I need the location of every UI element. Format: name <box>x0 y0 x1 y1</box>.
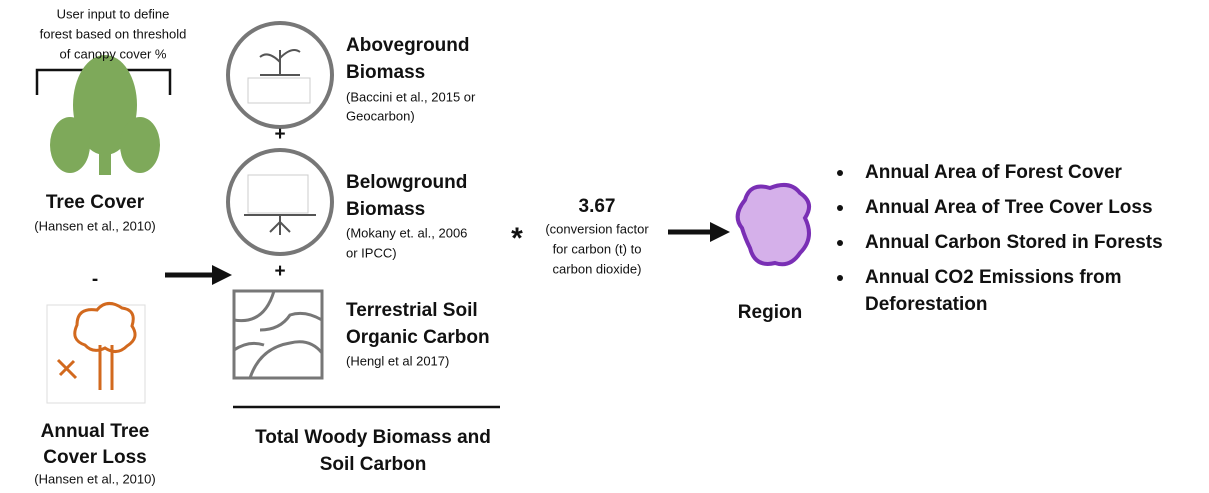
label: Aboveground <box>346 35 470 56</box>
source: (Baccini et al., 2015 or <box>346 89 476 104</box>
operator: - <box>92 269 98 290</box>
label: Tree Cover <box>46 192 145 213</box>
source: or IPCC) <box>346 245 397 260</box>
label: Annual Tree <box>41 421 150 442</box>
bullet <box>837 275 843 281</box>
source: (Hansen et al., 2010) <box>34 471 155 486</box>
source: (Mokany et. al., 2006 <box>346 225 467 240</box>
label: Total Woody Biomass and <box>255 427 491 448</box>
output: Annual Area of Tree Cover Loss <box>865 197 1153 218</box>
roots <box>244 214 316 235</box>
operator: + <box>274 261 285 282</box>
plant-box <box>247 77 311 104</box>
belowground-icon <box>226 148 334 256</box>
output: Annual Carbon Stored in Forests <box>865 232 1163 253</box>
bullet <box>837 205 843 211</box>
note: carbon dioxide) <box>553 261 642 276</box>
root-box <box>247 174 309 214</box>
output: Annual CO2 Emissions from <box>865 267 1122 288</box>
label: Terrestrial Soil <box>346 300 478 321</box>
note: for carbon (t) to <box>553 241 642 256</box>
label: Biomass <box>346 199 425 220</box>
label: Organic Carbon <box>346 327 490 348</box>
factor: 3.67 <box>579 196 616 217</box>
operator: + <box>274 124 285 145</box>
operator: * <box>511 222 523 255</box>
note: User input to define <box>57 6 170 21</box>
label: Soil Carbon <box>320 454 427 475</box>
output: Deforestation <box>865 294 987 315</box>
source: (Hengl et al 2017) <box>346 353 449 368</box>
note: (conversion factor <box>545 221 649 236</box>
bullet <box>837 240 843 246</box>
aboveground-icon <box>226 21 334 129</box>
label: Region <box>738 302 802 323</box>
label: Biomass <box>346 62 425 83</box>
source: Geocarbon) <box>346 108 415 123</box>
label: Belowground <box>346 172 467 193</box>
tree-icon <box>50 55 160 175</box>
region-icon <box>735 182 811 267</box>
source: (Hansen et al., 2010) <box>34 218 155 233</box>
output: Annual Area of Forest Cover <box>865 162 1123 183</box>
arrow <box>668 222 730 242</box>
bullet <box>837 170 843 176</box>
label: Cover Loss <box>43 447 146 468</box>
note: of canopy cover % <box>60 46 167 61</box>
arrow <box>165 265 232 285</box>
soil-icon <box>232 289 324 380</box>
plant <box>259 49 301 76</box>
note: forest based on threshold <box>40 26 187 41</box>
loss-icon <box>46 302 146 404</box>
